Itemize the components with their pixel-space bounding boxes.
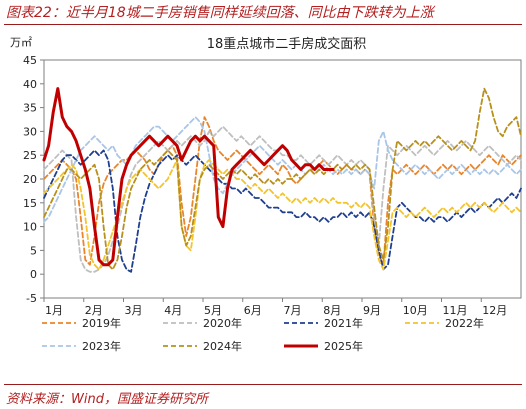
plot-area: 18重点城市二手房成交面积 万㎡ -5 0 5 10 15 20 25 30 35 40 45 1月 2月 3… [10, 36, 522, 317]
y-tick-label: 35 [23, 102, 37, 115]
x-tick-label: 1月 [45, 304, 63, 317]
series-line-1 [43, 125, 522, 273]
x-tick-label: 9月 [363, 304, 381, 317]
x-tick-label: 2月 [85, 304, 103, 317]
legend-label: 2020年 [203, 316, 242, 330]
plot-frame [43, 59, 522, 299]
series-line-3 [43, 159, 522, 271]
y-tick-label: 5 [30, 244, 37, 257]
series-line-2 [43, 149, 522, 273]
y-tick-label: 25 [23, 149, 37, 162]
chart-title: 18重点城市二手房成交面积 [207, 36, 367, 52]
x-tick-label: 10月 [403, 304, 428, 317]
chart-legend: 2019年 2020年 2021年 2022年 2023年 2024年 2025年 [42, 316, 484, 353]
x-tick-label: 6月 [244, 304, 262, 317]
x-tick-label: 4月 [164, 304, 182, 317]
figure-footer: 资料来源：Wind，国盛证券研究所 [4, 384, 522, 409]
y-tick-label: 15 [23, 197, 37, 210]
source-note: 资料来源：Wind，国盛证券研究所 [6, 392, 208, 407]
x-tick-label: 3月 [125, 304, 143, 317]
y-tick-label: 10 [23, 221, 37, 234]
x-tick-label: 8月 [323, 304, 341, 317]
figure-title: 图表22：近半月18城二手房销售同样延续回落、同比由下跌转为上涨 [6, 5, 434, 21]
series-line-5 [43, 87, 522, 271]
legend-label: 2022年 [445, 316, 484, 330]
x-tick-label: 11月 [443, 304, 468, 317]
y-tick-label: -5 [26, 292, 37, 305]
y-tick-label: 20 [23, 173, 37, 186]
x-tick-label: 7月 [284, 304, 302, 317]
line-chart: 18重点城市二手房成交面积 万㎡ -5 0 5 10 15 20 25 30 35 40 45 1月 2月 3… [10, 36, 522, 353]
legend-label: 2023年 [82, 339, 121, 353]
figure-header: 图表22：近半月18城二手房销售同样延续回落、同比由下跌转为上涨 [4, 0, 522, 25]
legend-label: 2025年 [324, 339, 363, 353]
y-tick-label: 30 [23, 125, 37, 138]
y-tick-label: 0 [30, 268, 37, 281]
series-line-4 [43, 116, 522, 223]
x-tick-label: 5月 [204, 304, 222, 317]
legend-label: 2024年 [203, 339, 242, 353]
legend-label: 2019年 [82, 316, 121, 330]
series-line-6 [42, 87, 335, 267]
legend-label: 2021年 [324, 316, 363, 330]
y-axis-label: 万㎡ [10, 36, 32, 49]
y-tick-label: 45 [23, 54, 37, 67]
y-tick-label: 40 [23, 78, 37, 91]
x-tick-label: 12月 [482, 304, 507, 317]
series-line-0 [43, 116, 522, 266]
